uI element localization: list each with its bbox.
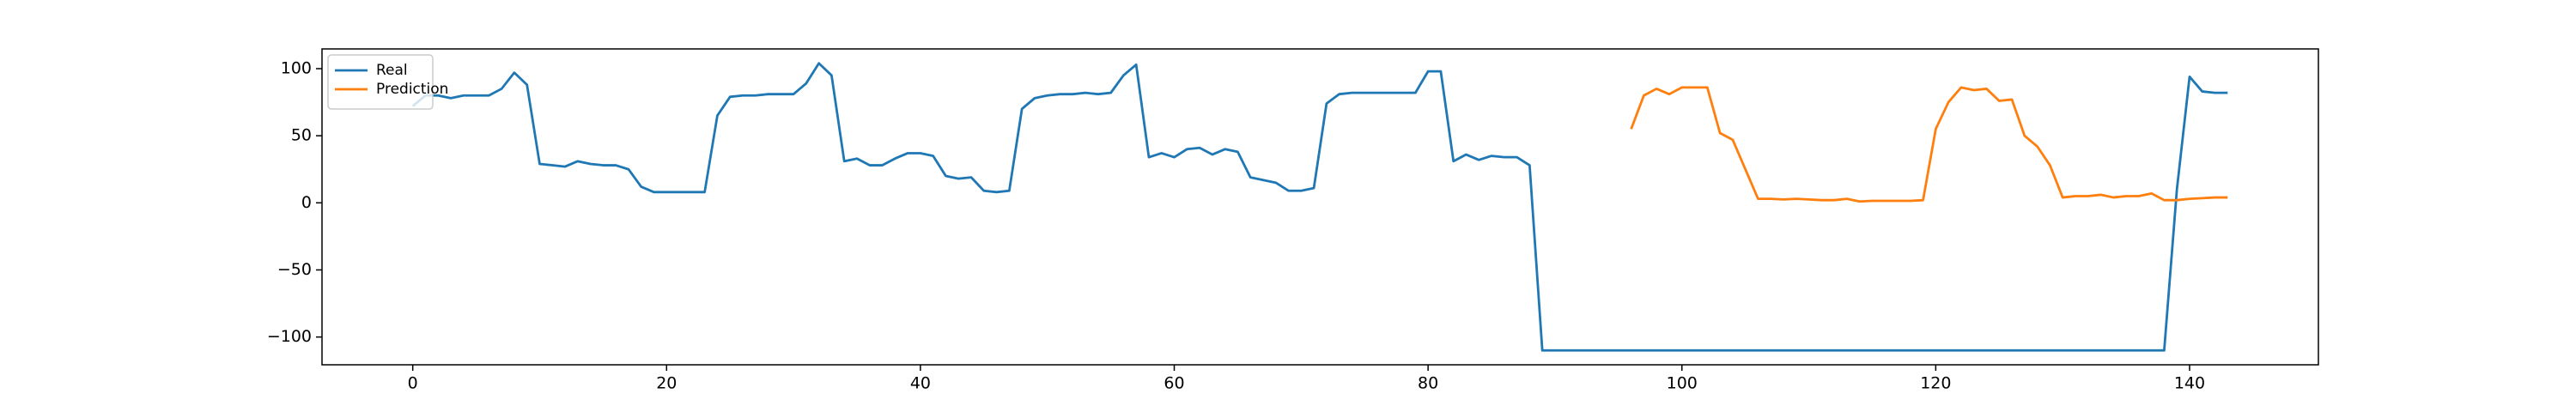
legend-label: Prediction <box>376 81 448 98</box>
legend: Real Prediction <box>327 54 448 110</box>
y-tick-label: 100 <box>281 58 312 77</box>
x-tick-label: 40 <box>910 374 931 393</box>
legend-label: Real <box>376 62 408 79</box>
y-tick-label: −50 <box>277 260 312 279</box>
y-tick-label: 0 <box>301 193 312 212</box>
x-tick-label: 80 <box>1418 374 1438 393</box>
x-tick-label: 0 <box>408 374 418 393</box>
x-tick-label: 100 <box>1667 374 1698 393</box>
series-line <box>1630 86 2228 203</box>
legend-box <box>327 54 434 110</box>
y-tick-label: −100 <box>267 327 312 346</box>
x-tick-label: 140 <box>2174 374 2205 393</box>
series-line <box>411 62 2228 352</box>
x-tick-label: 120 <box>1920 374 1951 393</box>
plot-frame <box>321 48 2319 366</box>
x-tick-label: 60 <box>1163 374 1184 393</box>
x-tick-label: 20 <box>656 374 677 393</box>
y-tick-label: 50 <box>291 126 312 145</box>
